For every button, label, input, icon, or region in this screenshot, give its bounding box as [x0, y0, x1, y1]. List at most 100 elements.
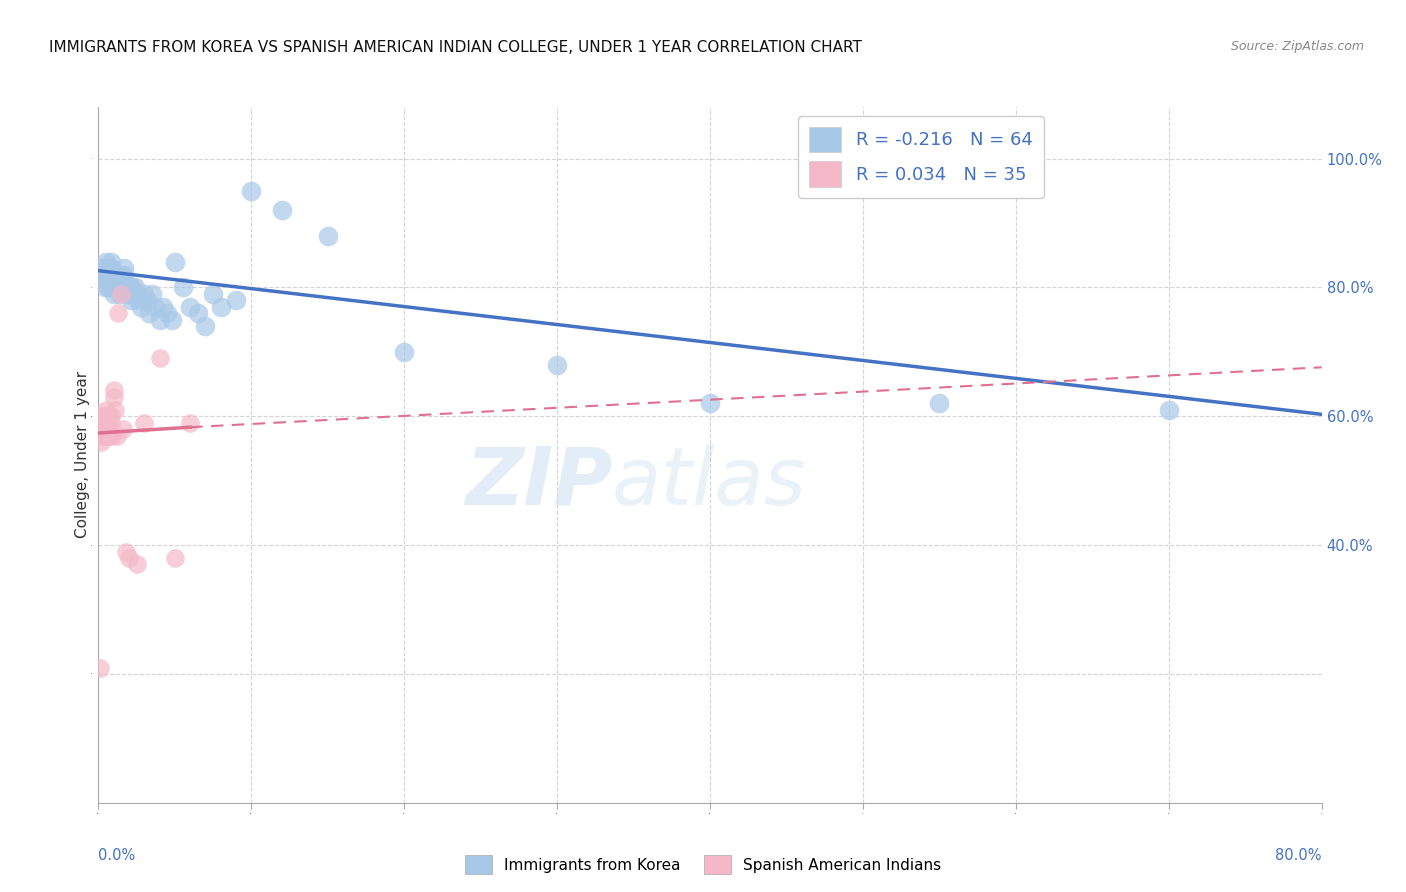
Point [100, 416, 122, 430]
Point [316, 228, 339, 243]
Point [138, 306, 160, 320]
Point [103, 286, 125, 301]
Point [105, 268, 128, 282]
Point [104, 280, 127, 294]
Point [101, 428, 124, 442]
Point [163, 254, 186, 268]
Text: ZIP: ZIP [465, 443, 612, 522]
Point [194, 319, 217, 334]
Point [101, 280, 124, 294]
Text: 0.0%: 0.0% [98, 848, 135, 863]
Point [149, 312, 172, 326]
Point [240, 184, 263, 198]
Point [97, 422, 120, 436]
Point [143, 300, 166, 314]
Point [90, 261, 112, 276]
Point [94, 268, 117, 282]
Point [117, 286, 139, 301]
Point [103, 390, 125, 404]
Point [89, 660, 111, 674]
Point [928, 396, 950, 410]
Point [103, 268, 125, 282]
Point [163, 551, 186, 566]
Point [94, 428, 117, 442]
Point [1157, 402, 1180, 417]
Point [94, 416, 117, 430]
Point [93, 416, 115, 430]
Point [125, 286, 148, 301]
Point [104, 268, 127, 282]
Point [93, 280, 115, 294]
Legend: R = -0.216   N = 64, R = 0.034   N = 35: R = -0.216 N = 64, R = 0.034 N = 35 [799, 116, 1043, 198]
Point [110, 268, 132, 282]
Point [122, 286, 145, 301]
Point [160, 312, 183, 326]
Point [93, 409, 115, 424]
Point [91, 416, 114, 430]
Point [136, 293, 159, 308]
Point [134, 416, 156, 430]
Point [392, 344, 416, 359]
Point [98, 428, 121, 442]
Point [103, 384, 125, 398]
Point [152, 300, 174, 314]
Point [225, 293, 247, 308]
Point [105, 280, 128, 294]
Legend: Immigrants from Korea, Spanish American Indians: Immigrants from Korea, Spanish American … [458, 849, 948, 880]
Point [94, 254, 117, 268]
Text: IMMIGRANTS FROM KOREA VS SPANISH AMERICAN INDIAN COLLEGE, UNDER 1 YEAR CORRELATI: IMMIGRANTS FROM KOREA VS SPANISH AMERICA… [49, 40, 862, 55]
Point [110, 286, 132, 301]
Text: Source: ZipAtlas.com: Source: ZipAtlas.com [1230, 40, 1364, 54]
Point [111, 280, 134, 294]
Point [93, 422, 115, 436]
Point [115, 544, 138, 558]
Point [100, 261, 122, 276]
Point [97, 274, 120, 288]
Point [124, 280, 146, 294]
Point [111, 274, 134, 288]
Point [100, 254, 122, 268]
Point [121, 280, 143, 294]
Point [107, 306, 129, 320]
Point [98, 409, 121, 424]
Point [112, 261, 135, 276]
Point [179, 416, 201, 430]
Point [94, 409, 117, 424]
Point [125, 558, 148, 572]
Point [118, 551, 141, 566]
Point [202, 286, 225, 301]
Point [187, 306, 209, 320]
Point [149, 351, 172, 366]
Point [90, 435, 112, 450]
Point [104, 402, 127, 417]
Point [112, 268, 135, 282]
Point [134, 286, 156, 301]
Point [97, 428, 120, 442]
Point [110, 280, 132, 294]
Point [91, 409, 114, 424]
Point [97, 280, 120, 294]
Y-axis label: College, Under 1 year: College, Under 1 year [76, 371, 90, 539]
Point [90, 428, 112, 442]
Point [108, 286, 131, 301]
Point [156, 306, 179, 320]
Text: atlas: atlas [612, 443, 807, 522]
Point [179, 300, 201, 314]
Point [100, 409, 122, 424]
Point [115, 280, 138, 294]
Point [91, 409, 114, 424]
Point [111, 422, 134, 436]
Point [118, 280, 141, 294]
Point [546, 358, 568, 372]
Point [101, 274, 124, 288]
Text: 80.0%: 80.0% [1275, 848, 1322, 863]
Point [172, 280, 194, 294]
Point [270, 203, 292, 218]
Point [129, 300, 152, 314]
Point [98, 268, 121, 282]
Point [121, 286, 143, 301]
Point [209, 300, 232, 314]
Point [105, 428, 128, 442]
Point [699, 396, 721, 410]
Point [97, 409, 120, 424]
